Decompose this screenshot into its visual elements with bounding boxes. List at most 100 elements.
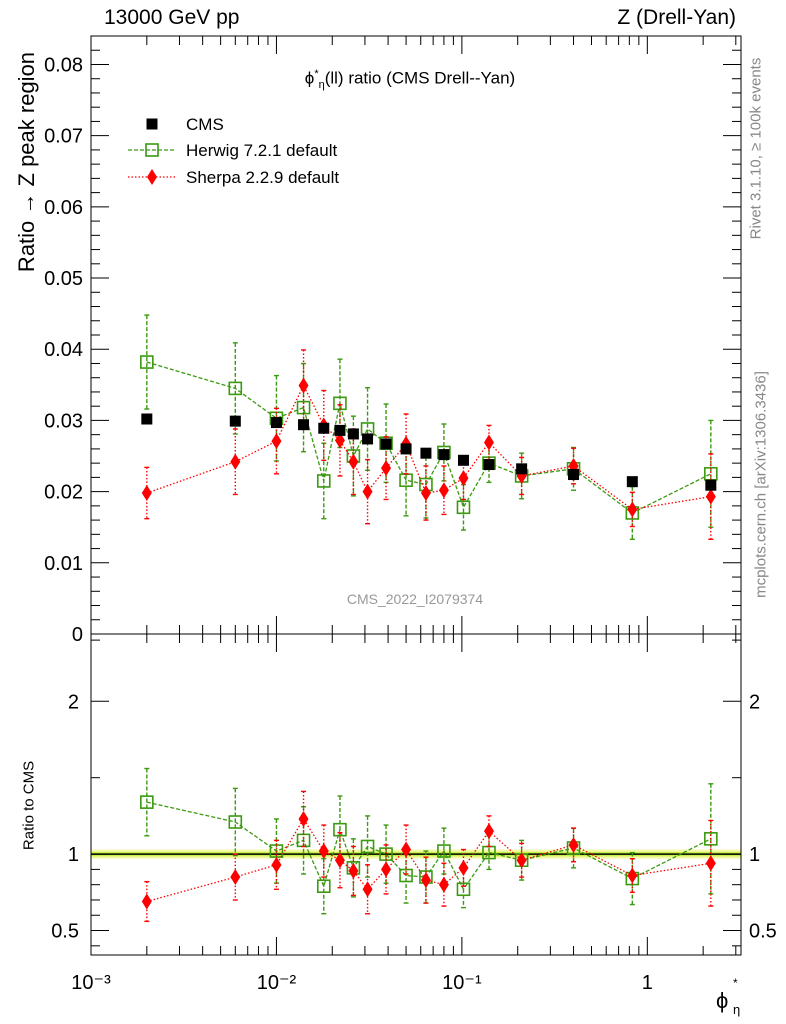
y-axis-label-ratio: Ratio to CMS [20, 760, 38, 851]
sherpa-marker [141, 485, 152, 502]
x-axis-label-symbol: ϕ [716, 988, 729, 1013]
herwig-marker [140, 795, 154, 809]
header-process-label: Z (Drell-Yan) [617, 6, 736, 29]
sherpa-marker [483, 823, 494, 840]
y-tick-label: 0.08 [44, 54, 83, 76]
y-tick-label: 0.03 [44, 410, 83, 432]
cms-marker [229, 415, 241, 427]
cms-marker [420, 447, 432, 459]
cms-marker [362, 433, 374, 445]
legend-cms-marker [146, 118, 158, 130]
cms-marker [516, 463, 528, 475]
legend-sherpa-marker [147, 169, 157, 185]
x-axis-label-sub: η [733, 1002, 741, 1017]
sherpa-marker [438, 482, 449, 499]
sherpa-marker [348, 453, 359, 470]
cms-marker [270, 417, 282, 429]
cms-marker [568, 469, 580, 481]
ratio-y-tick-label-left: 0.5 [51, 921, 79, 943]
sherpa-marker [362, 881, 373, 898]
header-energy-label: 13000 GeV pp [104, 6, 240, 29]
cms-marker [298, 419, 310, 431]
cms-marker [318, 422, 330, 434]
x-axis-label: ϕ * η [716, 976, 740, 1017]
x-tick-label: 1 [642, 972, 653, 994]
sherpa-marker [705, 488, 716, 505]
y-tick-label: 0.01 [44, 553, 83, 575]
herwig-marker [360, 839, 375, 854]
plot-title-symbol: ϕ [304, 68, 315, 88]
cms-marker [334, 424, 346, 436]
y-tick-label: 0.05 [44, 268, 83, 290]
cms-marker [438, 449, 450, 461]
herwig-marker [140, 355, 154, 369]
sherpa-marker [483, 434, 494, 451]
sherpa-marker [381, 861, 392, 878]
legend-cms-label: CMS [186, 115, 224, 134]
cms-marker [380, 438, 392, 450]
herwig-marker [437, 844, 451, 858]
sherpa-marker [298, 377, 309, 394]
legend: CMS Herwig 7.2.1 default Sherpa 2.2.9 defa… [128, 115, 339, 187]
herwig-marker [704, 832, 718, 846]
legend-herwig-label: Herwig 7.2.1 default [186, 141, 337, 160]
plot-title: ϕ*η(ll) ratio (CMS Drell--Yan) [230, 68, 590, 91]
herwig-marker [399, 868, 413, 883]
cms-marker [705, 479, 717, 491]
legend-sherpa-label: Sherpa 2.2.9 default [186, 168, 339, 187]
sherpa-marker [230, 453, 241, 470]
herwig-marker [228, 381, 243, 396]
ratio-y-tick-label-right: 1 [749, 844, 760, 866]
cms-marker [626, 476, 638, 488]
sherpa-marker [334, 432, 345, 449]
ratio-y-tick-label-left: 2 [68, 691, 79, 713]
herwig-marker [228, 815, 243, 829]
x-tick-label: 10⁻³ [71, 972, 111, 994]
sherpa-marker [298, 810, 309, 827]
sherpa-marker [420, 485, 431, 502]
mcplots-source-label: mcplots.cern.ch [arXiv:1306.3436] [752, 371, 770, 598]
sherpa-line [146, 384, 711, 511]
y-tick-label: 0.07 [44, 126, 83, 148]
sherpa-marker [705, 855, 716, 872]
ratio-y-tick-label-right: 2 [749, 691, 760, 713]
y-tick-label: 0.02 [44, 482, 83, 504]
sherpa-marker [381, 460, 392, 477]
sherpa-marker [141, 893, 152, 910]
herwig-marker [316, 879, 331, 894]
sherpa-line [146, 817, 711, 903]
plot-title-sup: * [314, 68, 319, 80]
rivet-version-label: Rivet 3.1.10, ≥ 100k events [747, 57, 765, 240]
sherpa-marker [348, 862, 359, 879]
sherpa-marker [458, 470, 469, 487]
herwig-marker [316, 474, 331, 488]
x-tick-label: 10⁻¹ [442, 972, 482, 994]
sherpa-marker [334, 852, 345, 869]
ratio-y-tick-label-right: 0.5 [749, 921, 777, 943]
sherpa-marker [627, 867, 638, 884]
sherpa-marker [318, 843, 329, 860]
sherpa-marker [420, 872, 431, 889]
sherpa-marker [362, 483, 373, 500]
cms-marker [483, 459, 495, 471]
main-panel: 0 0.01 0.02 0.03 0.04 0.05 0.06 0.07 0.08 [44, 35, 742, 646]
sherpa-marker [458, 859, 469, 876]
herwig-marker [456, 500, 471, 515]
y-tick-label: 0.04 [44, 339, 83, 361]
sherpa-marker [516, 852, 527, 869]
plot-title-sub: η [318, 79, 325, 92]
sherpa-marker [438, 876, 449, 893]
herwig-marker [456, 882, 471, 897]
herwig-marker [333, 822, 347, 837]
sherpa-marker [568, 836, 579, 853]
ratio-plot-frame [90, 633, 742, 956]
analysis-id-label: CMS_2022_I2079374 [346, 591, 484, 607]
plot-title-text: (ll) ratio (CMS Drell--Yan) [324, 68, 516, 88]
sherpa-marker [627, 501, 638, 518]
sherpa-marker [271, 433, 282, 450]
sherpa-marker [401, 841, 412, 858]
legend-herwig-marker [145, 143, 159, 157]
ratio-panel: 10⁻³ 10⁻² 10⁻¹ 1 0.5 0.5 1 1 2 2 [51, 633, 777, 994]
sherpa-marker [230, 869, 241, 886]
